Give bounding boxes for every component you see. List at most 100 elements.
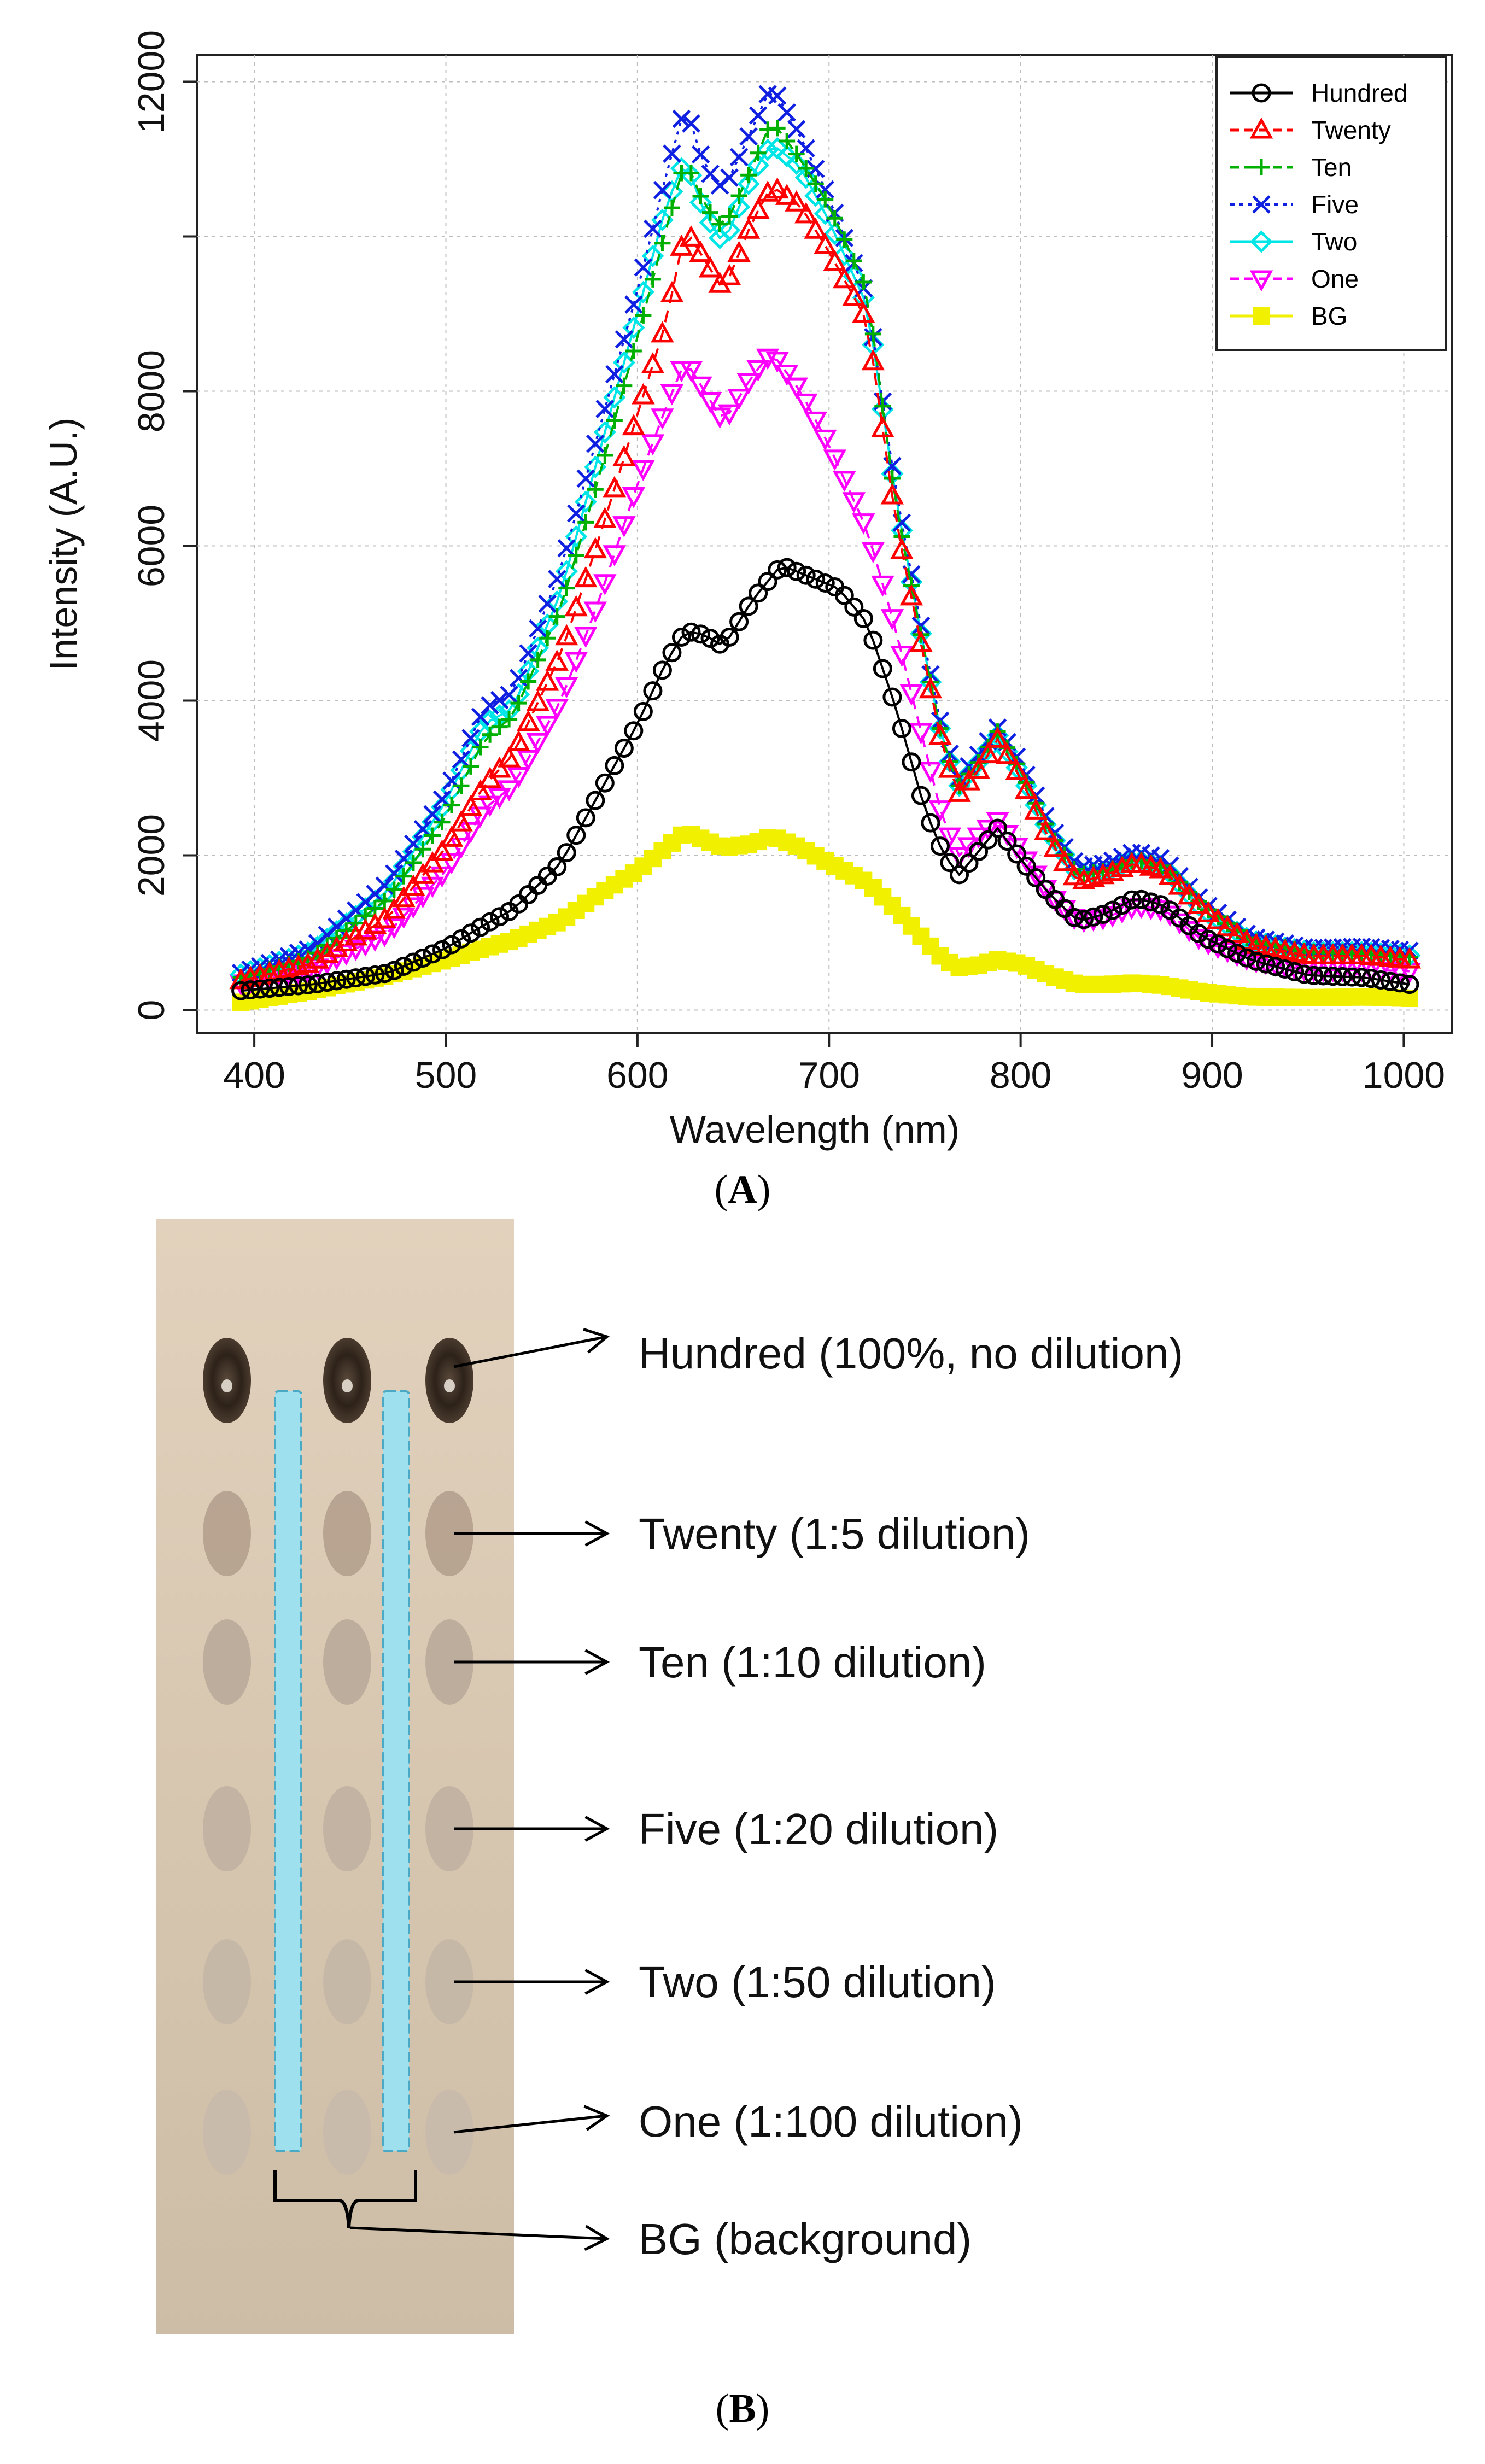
data-point <box>317 973 337 992</box>
panel-b-letter: B <box>729 2386 756 2431</box>
data-point <box>605 756 624 775</box>
label-arrow <box>349 2226 607 2240</box>
data-point <box>401 874 425 896</box>
data-point <box>432 940 452 959</box>
label-arrow <box>453 2114 607 2134</box>
data-point <box>635 307 652 324</box>
data-point <box>346 968 366 988</box>
data-point <box>785 377 808 399</box>
data-point <box>739 127 758 146</box>
series-twenty <box>229 177 1422 990</box>
data-point <box>507 730 530 752</box>
data-point <box>375 876 394 895</box>
data-point <box>586 791 605 810</box>
data-point <box>1158 864 1182 885</box>
legend-label-two: Two <box>1311 227 1357 256</box>
data-point <box>711 215 728 232</box>
data-point <box>698 256 722 278</box>
data-point <box>882 687 902 707</box>
data-point <box>654 235 671 251</box>
data-point <box>864 325 881 342</box>
data-point <box>1084 907 1103 927</box>
data-point <box>679 225 703 247</box>
data-point <box>440 853 464 875</box>
data-point <box>976 742 1000 764</box>
legend-marker-hundred <box>1252 83 1271 103</box>
data-point <box>557 843 576 863</box>
data-point <box>1206 908 1230 929</box>
data-point <box>644 219 662 238</box>
data-point <box>231 981 251 1000</box>
data-point <box>689 376 712 398</box>
data-point <box>788 145 805 162</box>
data-point <box>632 280 654 303</box>
data-point <box>452 929 471 949</box>
data-point <box>520 673 537 690</box>
data-point <box>959 853 979 873</box>
data-point <box>660 281 684 302</box>
data-point <box>564 595 588 617</box>
legend-marker-two <box>1250 230 1273 253</box>
data-point <box>957 769 981 791</box>
data-point <box>1016 856 1036 876</box>
data-point <box>423 944 442 964</box>
data-point <box>1131 889 1151 909</box>
data-point <box>758 572 777 592</box>
data-point <box>547 570 566 588</box>
sample-spot <box>323 2090 371 2175</box>
data-point <box>296 952 320 973</box>
membrane-photo <box>156 1219 514 2334</box>
data-point <box>1014 777 1038 799</box>
data-point <box>526 689 549 711</box>
data-point <box>516 750 540 771</box>
data-point <box>597 447 613 464</box>
data-point <box>641 352 665 373</box>
data-point <box>794 202 818 224</box>
data-point <box>855 274 872 291</box>
data-point <box>1342 967 1362 987</box>
data-point <box>842 284 866 306</box>
data-point <box>555 677 578 699</box>
data-point <box>747 154 770 177</box>
data-point <box>392 886 416 908</box>
panel-b-label: (B) <box>716 2386 770 2431</box>
data-point <box>574 566 598 588</box>
data-point <box>692 188 709 204</box>
data-point <box>420 876 445 898</box>
data-point <box>874 397 891 414</box>
data-point <box>679 361 703 383</box>
data-point <box>663 200 680 216</box>
data-point <box>740 167 757 184</box>
sampling-strip-right <box>382 1390 410 2152</box>
y-tick-label: 4000 <box>131 659 172 742</box>
data-point <box>616 377 633 394</box>
data-point <box>787 561 806 581</box>
legend-label-five: Five <box>1311 190 1359 219</box>
data-point <box>1024 865 1048 887</box>
data-point <box>603 545 627 566</box>
y-tick-label: 12000 <box>131 30 172 133</box>
data-point <box>641 434 665 456</box>
data-point <box>834 586 854 605</box>
data-point <box>491 718 508 735</box>
data-point <box>605 876 623 894</box>
x-tick-label: 700 <box>798 1055 860 1096</box>
data-point <box>634 258 653 277</box>
data-point <box>817 191 834 208</box>
data-point <box>442 935 461 955</box>
data-point <box>375 964 394 984</box>
data-point <box>911 616 931 635</box>
data-point <box>671 628 691 647</box>
data-point <box>1024 798 1048 820</box>
legend-marker-one <box>1249 270 1273 292</box>
data-point <box>717 264 741 285</box>
data-point <box>777 558 797 577</box>
legend-marker-bg <box>1253 307 1270 325</box>
data-point <box>880 609 904 630</box>
data-point <box>1177 883 1201 905</box>
legend-label-twenty: Twenty <box>1311 116 1391 144</box>
data-point <box>625 342 642 359</box>
data-point <box>950 865 969 885</box>
data-point <box>746 360 770 382</box>
data-point <box>469 806 492 828</box>
